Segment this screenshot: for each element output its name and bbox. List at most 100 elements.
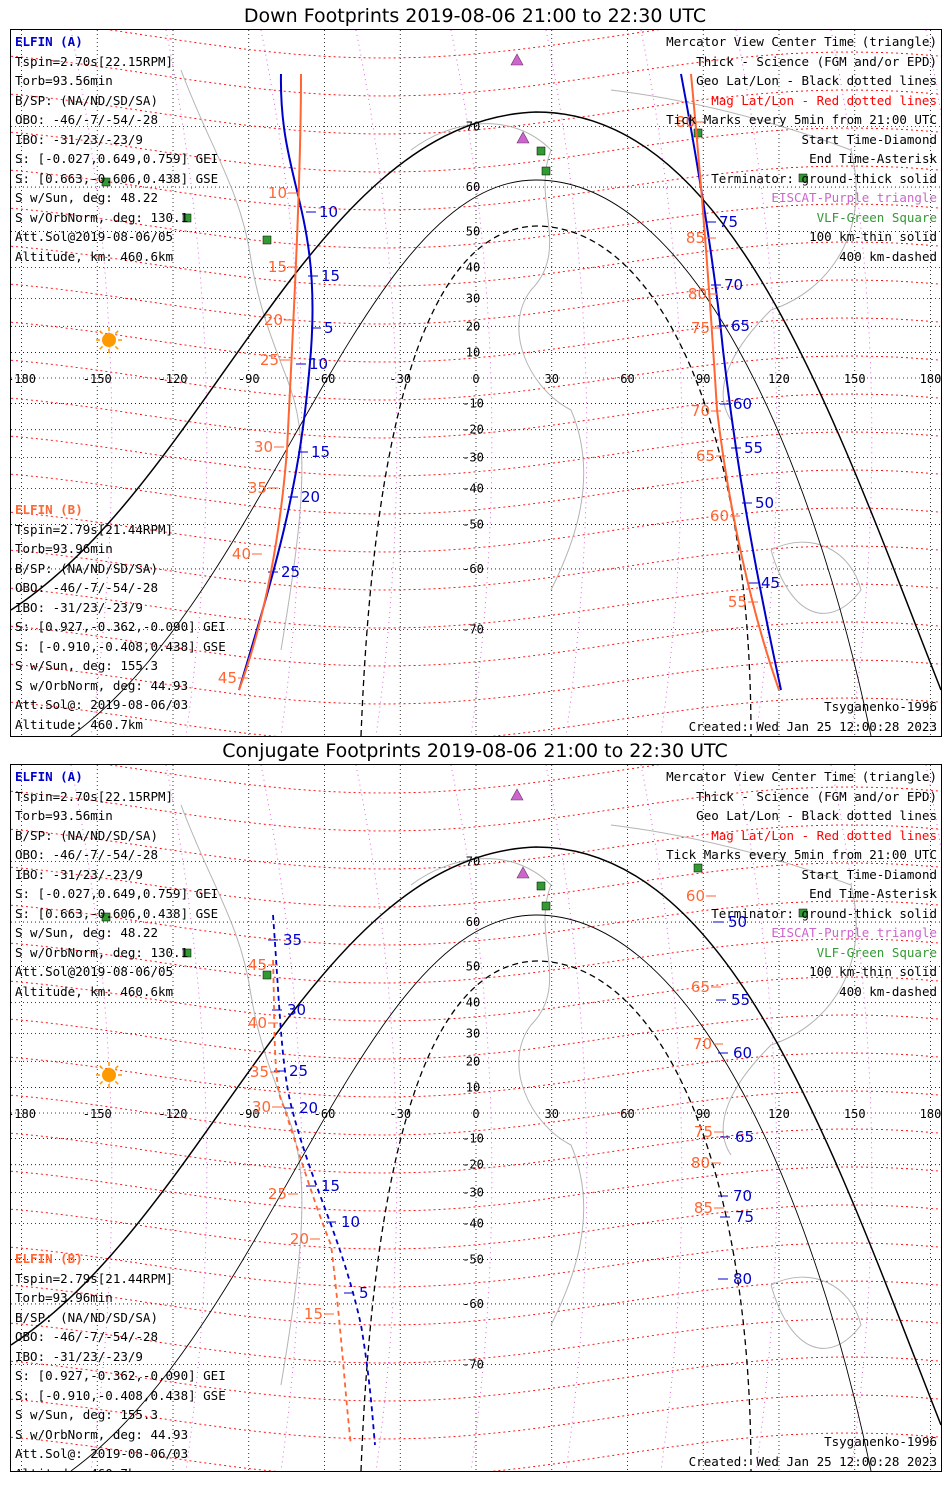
created-date: Created: Wed Jan 25 12:00:28 2023 xyxy=(688,718,937,734)
info-line: S: [-0.910,-0.408,0.438] GSE xyxy=(15,1387,226,1403)
track-time-label: 85 xyxy=(694,1199,713,1217)
lon-tick-label: 60 xyxy=(620,1107,634,1121)
lat-tick-label: 30 xyxy=(466,1026,480,1040)
legend-item: End Time-Asterisk xyxy=(809,151,937,166)
coastline xyxy=(770,1276,862,1349)
vlf-square-icon xyxy=(798,173,808,183)
sun-ray xyxy=(99,345,104,350)
info-line: B/SP: (NA/ND/SD/SA) xyxy=(15,1309,158,1325)
track-time-label: 15 xyxy=(304,1305,323,1323)
eiscat-triangle-icon xyxy=(510,788,524,801)
info-line: Att.Sol@2019-08-06/05 xyxy=(15,964,174,979)
track-time-label: 65 xyxy=(735,1128,754,1146)
elfin-a-header: ELFIN (A) xyxy=(15,34,83,49)
vlf-square-icon xyxy=(541,166,551,176)
info-line: Altitude: 460.7km xyxy=(15,716,143,732)
legend-item: EISCAT-Purple triangle xyxy=(771,925,937,940)
info-line: B/SP: (NA/ND/SD/SA) xyxy=(15,827,158,843)
mag-lat-line xyxy=(11,659,941,705)
legend: Mercator View Center Time (triangle) Thic… xyxy=(666,32,937,266)
lon-tick-label: 180 xyxy=(920,1107,941,1121)
lat-tick-label: -50 xyxy=(462,1253,484,1267)
panel-title: Conjugate Footprints 2019-08-06 21:00 to… xyxy=(222,740,728,762)
info-line: S w/Sun, deg: 48.22 xyxy=(15,190,158,205)
elfin-b-lines: Tspin=2.79s[21.44RPM] Torb=93.96min B/SP: … xyxy=(15,1269,226,1472)
track-time-label: 15 xyxy=(321,267,340,285)
map-panel-conjugate: -180 -150 -120 -90 -60 -30 0 30 60 90 120 150 180 70 6… xyxy=(10,764,942,1472)
mag-lat-line xyxy=(11,241,941,287)
legend-item: Mercator View Center Time (triangle) xyxy=(666,769,937,784)
eiscat-triangle-icon xyxy=(516,866,530,879)
info-line: Att.Sol@: 2019-08-06/03 xyxy=(15,1446,189,1461)
legend-item: VLF-Green Square xyxy=(816,209,937,225)
model-name: Tsyganenko-1996 xyxy=(824,1434,937,1449)
track-time-label: 75 xyxy=(719,213,738,231)
legend-item: 100 km-thin solid xyxy=(809,229,937,244)
legend-item: Terminator: ground-thick solid xyxy=(711,905,937,921)
terminator-100km xyxy=(70,914,872,1471)
lon-tick-label: -120 xyxy=(159,372,188,386)
mag-lat-line xyxy=(11,1128,941,1174)
legend-item: Thick - Science (FGM and/or EPD) xyxy=(696,788,937,804)
info-line: Torb=93.96min xyxy=(15,541,113,556)
legend-item: 400 km-dashed xyxy=(839,983,937,999)
legend-item: Tick Marks every 5min from 21:00 UTC xyxy=(666,112,937,127)
elfin-b-header: ELFIN (B) xyxy=(15,502,83,517)
lon-tick-label: -30 xyxy=(389,372,411,386)
track-time-label: 75 xyxy=(691,319,710,337)
lon-tick-label: 150 xyxy=(844,1107,866,1121)
info-line: Torb=93.56min xyxy=(15,73,113,88)
info-line: Altitude: 460.7km xyxy=(15,1464,226,1472)
track-time-label: 15 xyxy=(268,258,287,276)
info-line: OBO: -46/-7/-54/-28 xyxy=(15,112,158,127)
lon-tick-label: 0 xyxy=(472,372,479,386)
mag-lon-line xyxy=(260,30,303,736)
coastline xyxy=(610,89,857,421)
vlf-square-icon xyxy=(693,863,703,873)
track-time-label: 55 xyxy=(744,439,763,457)
track-time-label: 80 xyxy=(676,113,695,131)
mag-lat-line xyxy=(11,469,941,515)
mag-lat-line xyxy=(11,127,941,173)
terminator-100km xyxy=(70,179,872,736)
track-time-label: 30 xyxy=(254,438,273,456)
info-line: B/SP: (NA/ND/SD/SA) xyxy=(15,92,158,108)
mag-lat-line xyxy=(11,1166,941,1212)
mag-lat-line xyxy=(11,203,941,249)
info-line: B/SP: (NA/ND/SD/SA) xyxy=(15,560,158,576)
mag-lat-line xyxy=(11,51,941,97)
mag-lat-line xyxy=(11,900,941,946)
track-time-label: 55 xyxy=(731,991,750,1009)
lat-tick-label: -40 xyxy=(462,1217,484,1231)
lat-tick-label: -10 xyxy=(462,396,484,410)
info-line: OBO: -46/-7/-54/-28 xyxy=(15,580,158,595)
elfin-a-track xyxy=(238,73,314,691)
lon-tick-label: 30 xyxy=(545,1107,559,1121)
track-time-label: 10 xyxy=(309,355,328,373)
lat-tick-label: 10 xyxy=(466,346,480,360)
mag-lat-line xyxy=(11,1014,941,1060)
sun-ray xyxy=(114,345,119,350)
mag-lat-line xyxy=(107,30,660,59)
sun-ray xyxy=(99,330,104,335)
lat-tick-label: 60 xyxy=(466,915,480,929)
track-time-label: 15 xyxy=(311,443,330,461)
track-time-label: 10 xyxy=(319,203,338,221)
legend: Mercator View Center Time (triangle) Thic… xyxy=(666,767,937,1001)
lat-tick-label: 30 xyxy=(466,291,480,305)
lon-tick-label: 0 xyxy=(472,1107,479,1121)
lon-tick-label: 90 xyxy=(696,372,710,386)
coastline xyxy=(180,804,303,1386)
lat-tick-label: 70 xyxy=(466,119,480,133)
lat-tick-label: 50 xyxy=(466,959,480,973)
lon-tick-label: -180 xyxy=(11,1107,36,1121)
track-time-label: 30 xyxy=(252,1098,271,1116)
track-time-label: 65 xyxy=(731,317,750,335)
vlf-square-icon xyxy=(262,970,272,980)
elfin-b-lines: Tspin=2.79s[21.44RPM] Torb=93.96min B/SP: … xyxy=(15,520,226,735)
track-time-label: 35 xyxy=(283,931,302,949)
eiscat-triangle-icon xyxy=(510,53,524,66)
track-time-label: 10 xyxy=(341,1213,360,1231)
track-time-label: 25 xyxy=(289,1062,308,1080)
legend-item: Mag Lat/Lon - Red dotted lines xyxy=(711,827,937,843)
